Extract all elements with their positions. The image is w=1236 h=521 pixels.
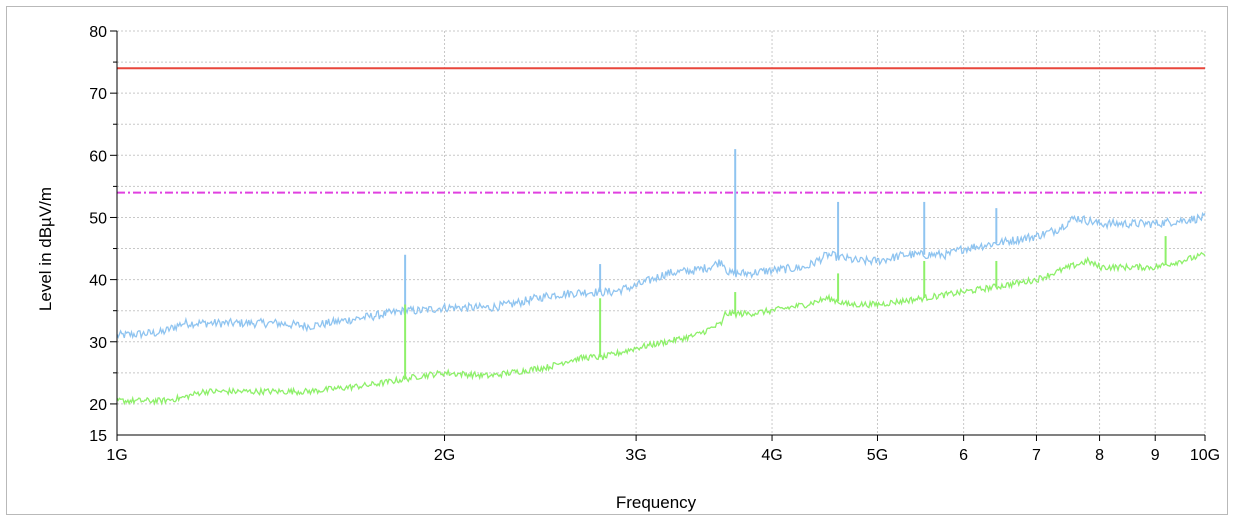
y-tick-label: 70 (89, 86, 107, 103)
x-tick-label: 3G (625, 447, 646, 464)
x-tick-label: 4G (761, 447, 782, 464)
grid (116, 30, 1206, 435)
x-tick-label: 9 (1151, 447, 1160, 464)
series-trace (116, 211, 1206, 340)
x-tick-label: 6 (959, 447, 968, 464)
y-tick-label: 20 (89, 397, 107, 414)
limit-lines (117, 67, 1205, 194)
x-axis-title: Frequency (616, 493, 697, 512)
tick-labels: 15 20 30 40 50 60 70 80 1G 2G 3G 4G 5G 6 7 8 9 10G (89, 24, 1220, 464)
chart-frame: 15 20 30 40 50 60 70 80 1G 2G 3G 4G 5G 6 7 8 9 10G Freque… (6, 6, 1228, 515)
y-tick-label: 80 (89, 24, 107, 41)
y-tick-label: 50 (89, 210, 107, 227)
x-tick-label: 8 (1095, 447, 1104, 464)
chart-svg: 15 20 30 40 50 60 70 80 1G 2G 3G 4G 5G 6 7 8 9 10G Freque… (36, 24, 1220, 512)
y-axis-title: Level in dBµV/m (36, 187, 55, 311)
series-trace (116, 251, 1206, 406)
x-tick-label: 2G (434, 447, 455, 464)
y-tick-label: 30 (89, 335, 107, 352)
x-tick-label: 7 (1032, 447, 1041, 464)
y-tick-label: 15 (89, 428, 107, 445)
axes (110, 30, 1206, 441)
series-2 (116, 236, 1206, 406)
y-tick-label: 60 (89, 148, 107, 165)
series-1 (116, 149, 1206, 340)
y-tick-label: 40 (89, 273, 107, 290)
x-tick-label: 5G (867, 447, 888, 464)
series-layer (116, 149, 1206, 406)
x-tick-label: 1G (106, 447, 127, 464)
x-tick-label: 10G (1190, 447, 1220, 464)
